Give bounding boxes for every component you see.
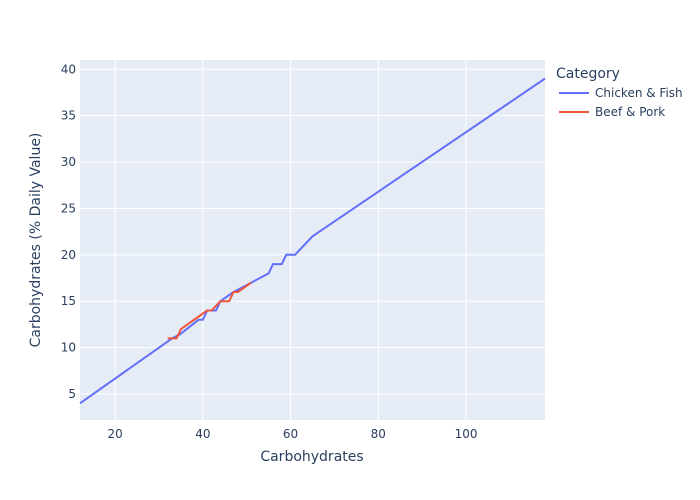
y-axis-title: Carbohydrates (% Daily Value) [28, 133, 44, 348]
series-layer [79, 77, 546, 405]
y-axis-ticks: 5 10 15 20 25 30 35 40 [61, 62, 76, 401]
y-tick-label: 5 [68, 387, 76, 401]
grid [80, 60, 545, 420]
legend[interactable]: Category Chicken & Fish Beef & Pork [556, 66, 683, 119]
x-tick-label: 60 [283, 427, 298, 441]
y-tick-label: 35 [61, 109, 76, 123]
y-tick-label: 40 [61, 62, 76, 76]
legend-item-label[interactable]: Beef & Pork [595, 105, 665, 119]
x-tick-label: 40 [195, 427, 210, 441]
y-tick-label: 30 [61, 155, 76, 169]
legend-title: Category [556, 66, 620, 82]
x-axis-ticks: 20 40 60 80 100 [107, 427, 477, 441]
x-tick-label: 100 [455, 427, 478, 441]
y-tick-label: 15 [61, 294, 76, 308]
y-tick-label: 20 [61, 248, 76, 262]
y-tick-label: 25 [61, 201, 76, 215]
series-line-1[interactable] [167, 281, 252, 340]
plot-area-background [80, 60, 545, 420]
x-tick-label: 20 [107, 427, 122, 441]
y-tick-label: 10 [61, 341, 76, 355]
legend-item-label[interactable]: Chicken & Fish [595, 86, 683, 100]
x-tick-label: 80 [371, 427, 386, 441]
x-axis-title: Carbohydrates [260, 449, 363, 465]
